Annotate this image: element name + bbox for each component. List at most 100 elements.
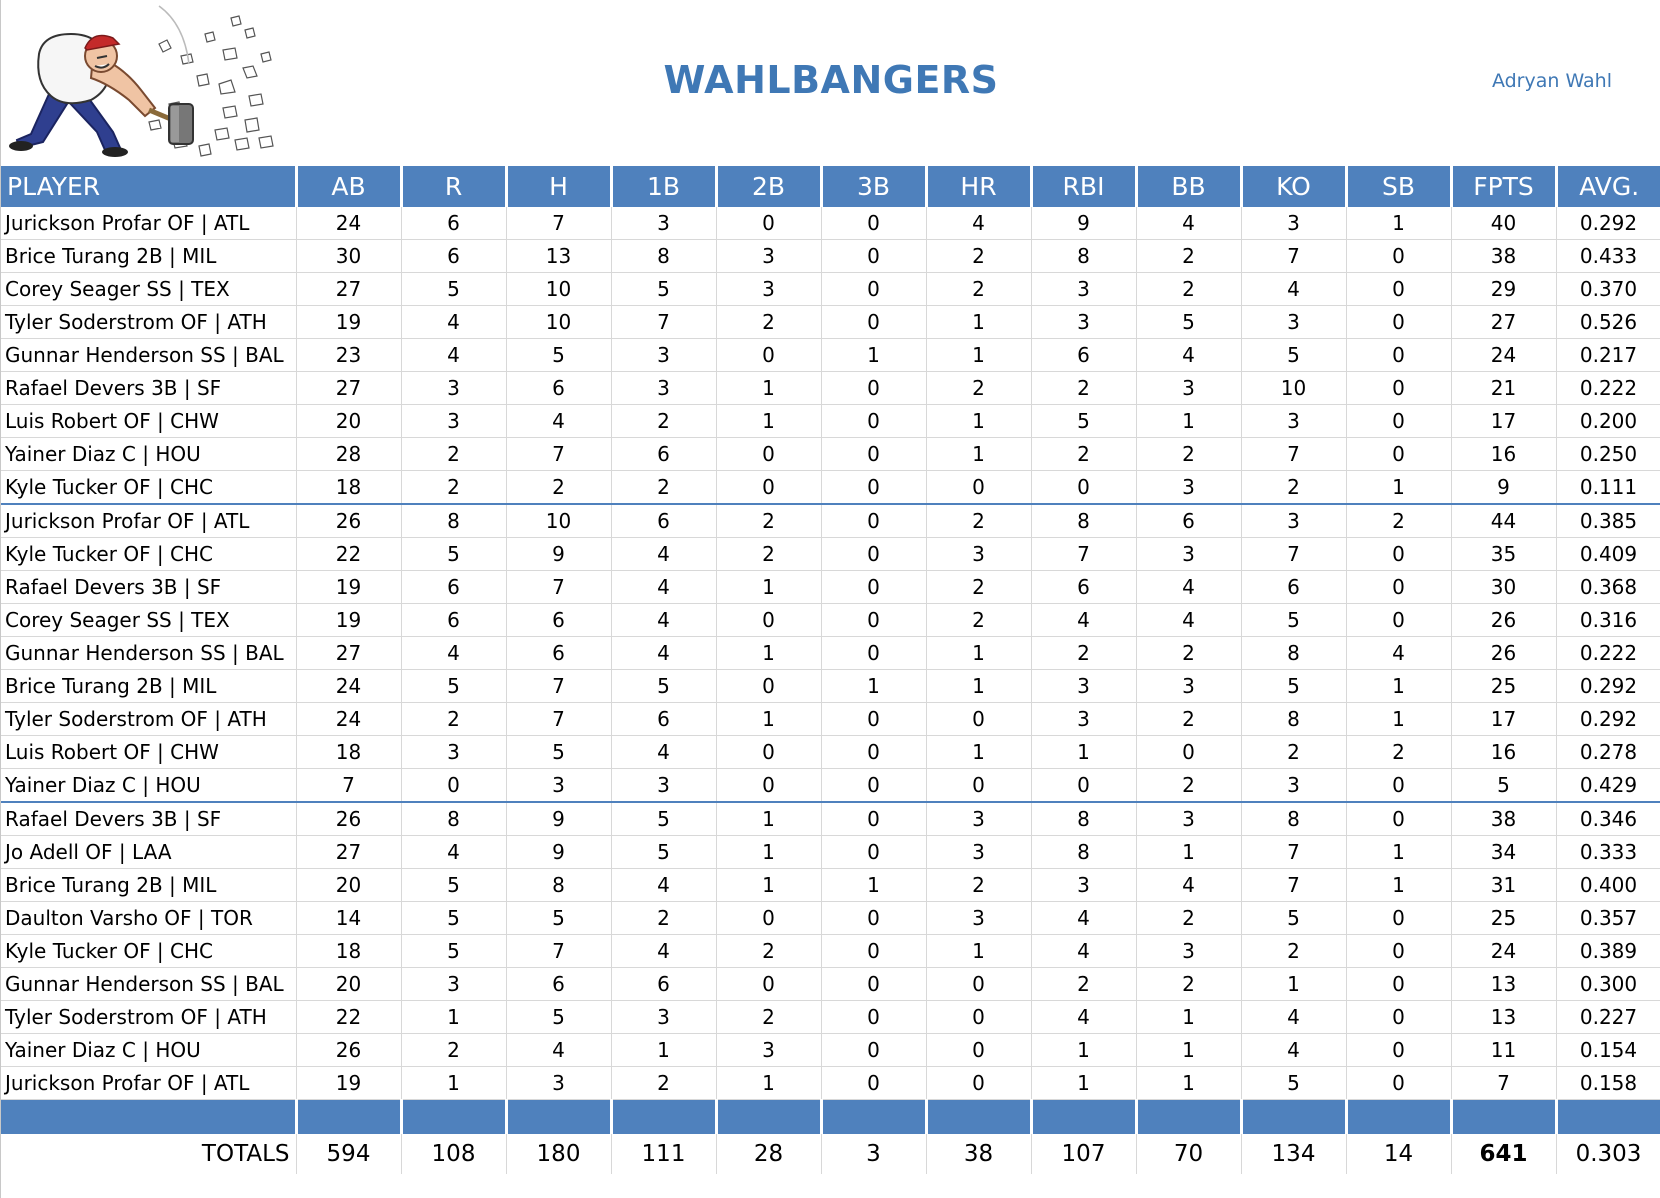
table-row: Corey Seager SS | TEX 19 6 6 4 0 0 2 4 4 5 0 26 0.316 (1, 603, 1660, 637)
band-cell (401, 1099, 508, 1134)
stat-cell-r: 1 (401, 1000, 507, 1034)
stat-cell-1b: 2 (611, 470, 717, 505)
stat-cell-hr: 2 (926, 868, 1032, 902)
total-r: 108 (401, 1134, 507, 1174)
stat-cell-avg: 0.292 (1556, 669, 1660, 703)
stat-cell-ab: 26 (296, 1033, 402, 1067)
column-header-player: PLAYER (1, 166, 298, 207)
stat-cell-rbi: 8 (1031, 504, 1137, 538)
stat-cell-ko: 7 (1241, 868, 1347, 902)
stat-cell-ko: 5 (1241, 901, 1347, 935)
stat-cell-bb: 3 (1136, 537, 1242, 571)
stat-cell-r: 5 (401, 934, 507, 968)
stat-cell-avg: 0.526 (1556, 305, 1660, 339)
stat-cell-hr: 2 (926, 603, 1032, 637)
stat-cell-r: 6 (401, 603, 507, 637)
stat-cell-ab: 27 (296, 272, 402, 306)
stat-cell-rbi: 4 (1031, 1000, 1137, 1034)
player-name-cell: Luis Robert OF | CHW (1, 404, 297, 438)
stat-cell-2b: 0 (716, 603, 822, 637)
stat-cell-2b: 1 (716, 570, 822, 604)
stat-cell-sb: 1 (1346, 669, 1452, 703)
stat-cell-avg: 0.357 (1556, 901, 1660, 935)
stat-cell-2b: 3 (716, 239, 822, 273)
stat-cell-r: 6 (401, 239, 507, 273)
table-row: Gunnar Henderson SS | BAL 20 3 6 6 0 0 0 2 2 1 0 13 0… (1, 967, 1660, 1001)
total-ko: 134 (1241, 1134, 1347, 1174)
stat-cell-avg: 0.370 (1556, 272, 1660, 306)
stat-cell-rbi: 0 (1031, 768, 1137, 803)
stat-cell-hr: 4 (926, 207, 1032, 240)
stat-cell-sb: 0 (1346, 305, 1452, 339)
stat-cell-hr: 1 (926, 934, 1032, 968)
stat-cell-ko: 8 (1241, 802, 1347, 836)
stat-cell-sb: 0 (1346, 901, 1452, 935)
stat-cell-h: 5 (506, 1000, 612, 1034)
stat-cell-2b: 0 (716, 768, 822, 803)
stat-cell-ko: 6 (1241, 570, 1347, 604)
stat-cell-fpts: 7 (1451, 1066, 1557, 1100)
player-name-cell: Brice Turang 2B | MIL (1, 868, 297, 902)
player-name-cell: Yainer Diaz C | HOU (1, 768, 297, 803)
stat-cell-ab: 22 (296, 537, 402, 571)
stat-cell-h: 2 (506, 470, 612, 505)
stat-cell-ab: 20 (296, 967, 402, 1001)
player-name-cell: Brice Turang 2B | MIL (1, 669, 297, 703)
stat-cell-2b: 2 (716, 1000, 822, 1034)
stat-cell-fpts: 17 (1451, 702, 1557, 736)
stat-cell-h: 6 (506, 636, 612, 670)
stat-cell-1b: 2 (611, 404, 717, 438)
stat-cell-sb: 0 (1346, 603, 1452, 637)
stat-cell-ko: 4 (1241, 1033, 1347, 1067)
stat-cell-hr: 3 (926, 802, 1032, 836)
stat-cell-1b: 6 (611, 437, 717, 471)
stat-cell-bb: 1 (1136, 1066, 1242, 1100)
stat-cell-ko: 3 (1241, 404, 1347, 438)
stat-cell-fpts: 25 (1451, 669, 1557, 703)
stat-cell-3b: 0 (821, 305, 927, 339)
stat-cell-2b: 0 (716, 735, 822, 769)
total-bb: 70 (1136, 1134, 1242, 1174)
stat-cell-1b: 4 (611, 934, 717, 968)
stat-cell-3b: 0 (821, 603, 927, 637)
stat-cell-ab: 24 (296, 669, 402, 703)
stat-cell-fpts: 31 (1451, 868, 1557, 902)
stat-cell-1b: 3 (611, 371, 717, 405)
stat-cell-avg: 0.389 (1556, 934, 1660, 968)
stat-cell-h: 13 (506, 239, 612, 273)
stat-cell-ab: 7 (296, 768, 402, 803)
stat-cell-2b: 1 (716, 868, 822, 902)
stat-cell-fpts: 40 (1451, 207, 1557, 240)
player-name-cell: Tyler Soderstrom OF | ATH (1, 702, 297, 736)
stat-cell-rbi: 4 (1031, 603, 1137, 637)
stat-cell-ab: 26 (296, 504, 402, 538)
stat-cell-sb: 2 (1346, 504, 1452, 538)
total-h: 180 (506, 1134, 612, 1174)
stat-cell-bb: 5 (1136, 305, 1242, 339)
stat-cell-r: 3 (401, 735, 507, 769)
stat-cell-sb: 1 (1346, 702, 1452, 736)
stat-cell-fpts: 38 (1451, 239, 1557, 273)
stat-cell-sb: 2 (1346, 735, 1452, 769)
stat-cell-rbi: 3 (1031, 669, 1137, 703)
stat-cell-sb: 0 (1346, 967, 1452, 1001)
stat-cell-1b: 4 (611, 636, 717, 670)
stat-cell-bb: 2 (1136, 901, 1242, 935)
stat-cell-avg: 0.217 (1556, 338, 1660, 372)
player-name-cell: Brice Turang 2B | MIL (1, 239, 297, 273)
stat-cell-1b: 3 (611, 1000, 717, 1034)
stat-cell-r: 3 (401, 967, 507, 1001)
stat-cell-avg: 0.292 (1556, 702, 1660, 736)
stat-cell-bb: 4 (1136, 868, 1242, 902)
band-cell (611, 1099, 718, 1134)
band-cell (1556, 1099, 1660, 1134)
table-row: Kyle Tucker OF | CHC 18 5 7 4 2 0 1 4 3 2 0 24 0.389 (1, 934, 1660, 968)
stat-cell-2b: 1 (716, 802, 822, 836)
stat-cell-avg: 0.292 (1556, 207, 1660, 240)
stat-cell-h: 9 (506, 802, 612, 836)
band-cell (716, 1099, 823, 1134)
stat-cell-h: 7 (506, 570, 612, 604)
player-name-cell: Kyle Tucker OF | CHC (1, 470, 297, 505)
band-cell (1031, 1099, 1138, 1134)
